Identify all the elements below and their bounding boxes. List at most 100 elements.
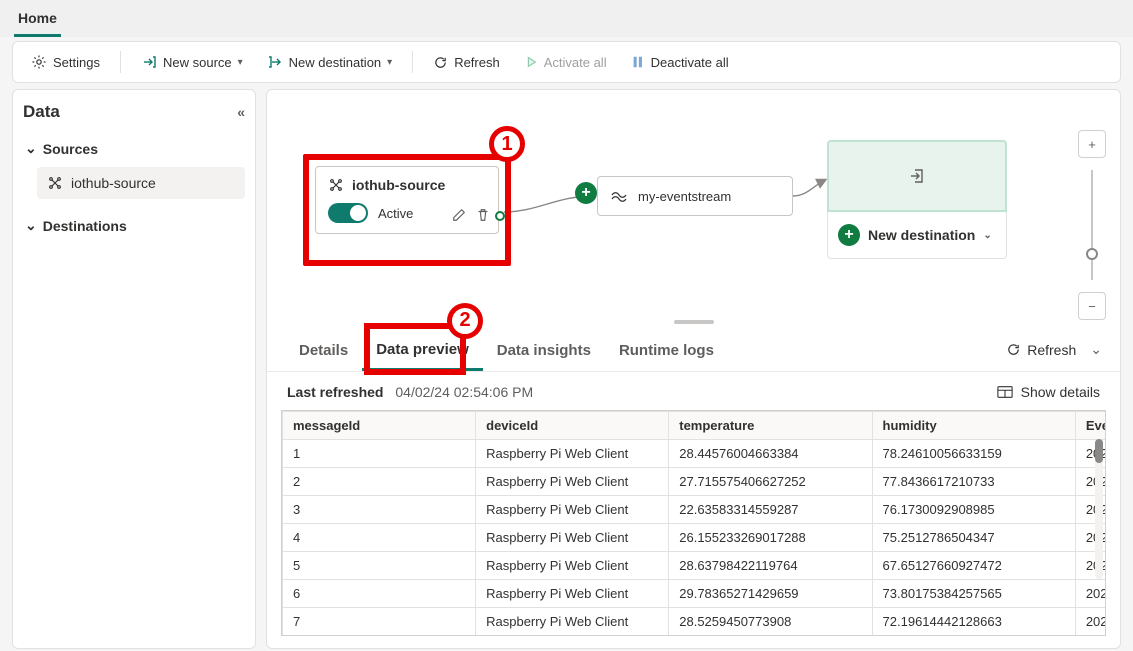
cell: 26.155233269017288 (669, 523, 872, 551)
bottom-tabs: Details Data preview Data insights Runti… (267, 329, 1120, 372)
col-deviceid[interactable]: deviceId (476, 411, 669, 439)
pause-icon (631, 55, 645, 69)
tab-data-insights[interactable]: Data insights (483, 330, 605, 369)
preview-table: messageId deviceId temperature humidity … (281, 410, 1106, 636)
cell: 77.8436617210733 (872, 467, 1075, 495)
tree-item-iothub[interactable]: iothub-source (37, 167, 245, 199)
col-humidity[interactable]: humidity (872, 411, 1075, 439)
cell: 22.63583314559287 (669, 495, 872, 523)
chevron-down-icon[interactable]: ⌄ (1090, 341, 1102, 358)
gear-icon (31, 54, 47, 70)
cell: Raspberry Pi Web Client (476, 523, 669, 551)
cell: Raspberry Pi Web Client (476, 551, 669, 579)
tree-destinations[interactable]: ⌄ Destinations (23, 213, 245, 238)
refresh-icon (1006, 342, 1021, 357)
tree-item-label: iothub-source (71, 175, 156, 191)
new-source-button[interactable]: New source ▾ (131, 48, 253, 76)
table-row[interactable]: 6Raspberry Pi Web Client29.7836527142965… (283, 579, 1107, 607)
zoom-in[interactable]: + (1078, 130, 1106, 158)
chevron-down-icon: ⌄ (25, 217, 37, 234)
chevron-down-icon: ▾ (387, 57, 392, 68)
cell: 29.78365271429659 (669, 579, 872, 607)
exit-icon (908, 167, 926, 185)
cell: 67.65127660927472 (872, 551, 1075, 579)
tab-details[interactable]: Details (285, 330, 362, 369)
settings-label: Settings (53, 55, 100, 70)
zoom-track[interactable] (1091, 170, 1093, 280)
show-details-button[interactable]: Show details (997, 384, 1100, 400)
preview-refresh-button[interactable]: Refresh (1006, 342, 1076, 358)
cell: Raspberry Pi Web Client (476, 467, 669, 495)
ribbon-tabs: Home (0, 0, 1133, 37)
refresh-label: Refresh (454, 55, 500, 70)
delete-icon[interactable] (476, 208, 490, 225)
cell: 6 (283, 579, 476, 607)
new-source-label: New source (163, 55, 232, 70)
chevron-down-icon: ⌄ (983, 230, 991, 241)
cell: 2024 (1075, 607, 1106, 635)
edit-icon[interactable] (452, 208, 466, 225)
col-event[interactable]: EventP (1075, 411, 1106, 439)
cell: 72.19614442128663 (872, 607, 1075, 635)
activate-all-button: Activate all (514, 49, 617, 76)
sources-label: Sources (43, 141, 98, 157)
preview-meta: Last refreshed 04/02/24 02:54:06 PM Show… (267, 372, 1120, 410)
deactivate-all-button[interactable]: Deactivate all (621, 49, 739, 76)
preview-refresh-label: Refresh (1027, 342, 1076, 358)
arrow-out-icon (267, 54, 283, 70)
eventstream-icon (610, 187, 628, 205)
canvas[interactable]: iothub-source Active + (267, 90, 1120, 315)
plus-icon: + (838, 224, 860, 246)
active-label: Active (378, 206, 413, 221)
cell: 7 (283, 607, 476, 635)
active-toggle[interactable] (328, 203, 368, 223)
cell: 1 (283, 439, 476, 467)
table-row[interactable]: 1Raspberry Pi Web Client28.4457600466338… (283, 439, 1107, 467)
destination-placeholder[interactable] (827, 140, 1007, 212)
col-temperature[interactable]: temperature (669, 411, 872, 439)
panel-resize-handle[interactable] (267, 315, 1120, 328)
output-port[interactable] (495, 211, 505, 221)
refresh-icon (433, 55, 448, 70)
zoom-out[interactable]: − (1078, 292, 1106, 320)
divider (120, 51, 121, 73)
collapse-icon[interactable]: « (237, 104, 245, 120)
table-row[interactable]: 7Raspberry Pi Web Client28.5259450773908… (283, 607, 1107, 635)
tab-runtime-logs[interactable]: Runtime logs (605, 330, 728, 369)
table-row[interactable]: 2Raspberry Pi Web Client27.7155754066272… (283, 467, 1107, 495)
cell: Raspberry Pi Web Client (476, 439, 669, 467)
tab-home[interactable]: Home (14, 6, 61, 37)
cell: 4 (283, 523, 476, 551)
play-icon (524, 55, 538, 69)
sidebar-title: Data (23, 102, 60, 122)
refresh-button[interactable]: Refresh (423, 49, 510, 76)
vertical-scrollbar[interactable] (1095, 439, 1103, 579)
cell: 27.715575406627252 (669, 467, 872, 495)
new-destination-node[interactable]: + New destination ⌄ (827, 212, 1007, 259)
table-row[interactable]: 5Raspberry Pi Web Client28.6379842211976… (283, 551, 1107, 579)
source-node-title: iothub-source (352, 177, 445, 193)
activate-all-label: Activate all (544, 55, 607, 70)
toolbar: Settings New source ▾ New destination ▾ … (12, 41, 1121, 83)
col-messageid[interactable]: messageId (283, 411, 476, 439)
canvas-panel: iothub-source Active + (266, 89, 1121, 649)
table-row[interactable]: 3Raspberry Pi Web Client22.6358331455928… (283, 495, 1107, 523)
destinations-label: Destinations (43, 218, 127, 234)
cell: Raspberry Pi Web Client (476, 579, 669, 607)
cell: 76.1730092908985 (872, 495, 1075, 523)
cell: Raspberry Pi Web Client (476, 607, 669, 635)
zoom-thumb[interactable] (1086, 248, 1098, 260)
add-before-stream[interactable]: + (575, 182, 597, 204)
tree-sources[interactable]: ⌄ Sources (23, 136, 245, 161)
cell: 75.2512786504347 (872, 523, 1075, 551)
callout-2: 2 (447, 303, 483, 339)
table-row[interactable]: 4Raspberry Pi Web Client26.1552332690172… (283, 523, 1107, 551)
cell: 73.80175384257565 (872, 579, 1075, 607)
new-destination-button[interactable]: New destination ▾ (257, 48, 403, 76)
source-node[interactable]: iothub-source Active (315, 166, 499, 234)
settings-button[interactable]: Settings (21, 48, 110, 76)
divider (412, 51, 413, 73)
stream-node[interactable]: my-eventstream (597, 176, 793, 216)
show-details-label: Show details (1021, 384, 1100, 400)
cell: 78.24610056633159 (872, 439, 1075, 467)
